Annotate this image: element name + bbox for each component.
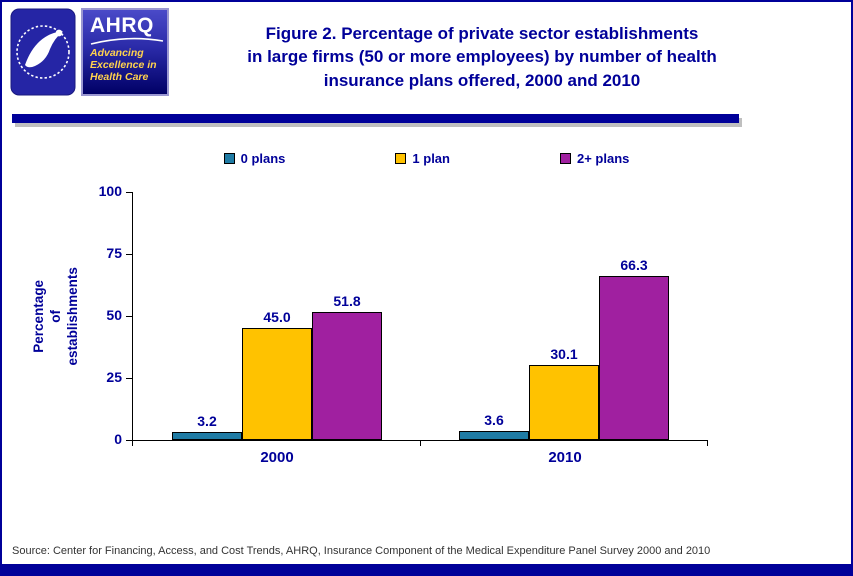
- ahrq-tagline-line: Advancing: [90, 47, 144, 59]
- header-divider-bar: [12, 114, 739, 123]
- y-tick-mark: [126, 254, 132, 255]
- bar-1-plan-2000: [242, 328, 312, 440]
- bar-value-label: 30.1: [550, 346, 578, 362]
- y-tick-label: 50: [106, 307, 122, 323]
- legend: 0 plans 1 plan 2+ plans: [2, 151, 851, 166]
- footer-bar: [2, 564, 851, 574]
- ahrq-tagline-line: Health Care: [90, 71, 149, 84]
- legend-label: 2+ plans: [576, 151, 630, 166]
- bar-0-plans-2010: [459, 431, 529, 440]
- bar-value-label: 45.0: [263, 309, 291, 325]
- ahrq-logo: AHRQ Advancing Excellence in Health Care: [81, 8, 169, 96]
- logo-area: AHRQ Advancing Excellence in Health Care: [10, 8, 169, 96]
- y-tick-label: 100: [98, 183, 122, 199]
- legend-item-0-plans: 0 plans: [223, 151, 286, 166]
- legend-item-2-plans: 2+ plans: [559, 151, 630, 166]
- bar-1-plan-2010: [529, 365, 599, 440]
- figure-title-line: insurance plans offered, 2000 and 2010: [323, 70, 641, 90]
- y-axis-title-wrap: Percentage of establishments: [16, 192, 96, 440]
- y-axis-title-line: of establishments: [47, 266, 80, 366]
- category-label-2000: 2000: [260, 449, 294, 466]
- x-tick-mark: [132, 441, 133, 446]
- figure-title-line: Figure 2. Percentage of private sector e…: [265, 24, 699, 43]
- category-label-2010: 2010: [548, 449, 582, 466]
- figure-title: Figure 2. Percentage of private sector e…: [177, 22, 787, 92]
- ahrq-logo-text: AHRQ: [90, 14, 154, 37]
- legend-label: 1 plan: [412, 151, 450, 166]
- y-tick-label: 25: [106, 369, 122, 385]
- figure-title-line: in large firms (50 or more employees) by…: [247, 47, 717, 67]
- legend-item-1-plan: 1 plan: [395, 151, 450, 166]
- bar-value-label: 66.3: [620, 257, 648, 273]
- y-axis-title-line: Percentage: [30, 279, 46, 353]
- y-tick-mark: [126, 316, 132, 317]
- bar-2-plans-2010: [599, 276, 669, 440]
- y-axis-title: Percentage of establishments: [31, 267, 82, 365]
- legend-swatch-0-plans: [223, 153, 235, 164]
- legend-swatch-2-plans: [559, 153, 571, 164]
- ahrq-swoosh-icon: [90, 37, 164, 45]
- bar-value-label: 3.2: [197, 413, 217, 429]
- y-tick-mark: [126, 378, 132, 379]
- ahrq-tagline-line: Excellence in: [90, 59, 157, 72]
- hhs-seal-icon: [10, 8, 76, 96]
- legend-label: 0 plans: [240, 151, 286, 166]
- legend-swatch-1-plan: [395, 153, 407, 164]
- y-tick-mark: [126, 192, 132, 193]
- bar-2-plans-2000: [312, 312, 382, 440]
- y-tick-mark: [126, 440, 132, 441]
- x-tick-mark: [707, 441, 708, 446]
- plot-area: 3.2 45.0 51.8 3.6 30.1 66.3: [132, 192, 708, 441]
- y-tick-label: 75: [106, 245, 122, 261]
- bar-0-plans-2000: [172, 432, 242, 440]
- source-note: Source: Center for Financing, Access, an…: [12, 545, 711, 557]
- x-tick-mark: [420, 441, 421, 446]
- y-tick-label: 0: [114, 431, 122, 447]
- ahrq-tagline: Advancing Excellence in Health Care: [90, 47, 161, 83]
- bar-value-label: 51.8: [333, 293, 361, 309]
- bar-value-label: 3.6: [484, 412, 504, 428]
